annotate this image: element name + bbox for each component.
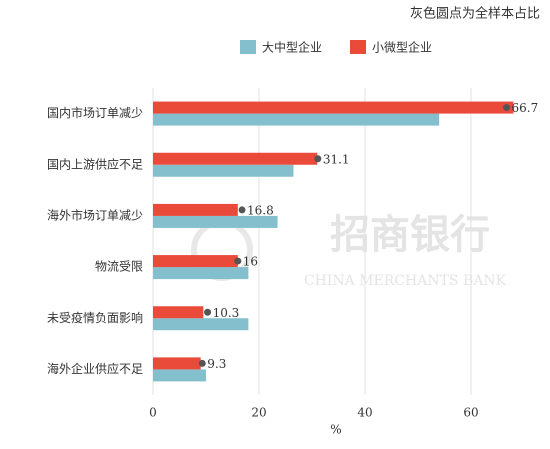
legend-label: 大中型企业 (262, 40, 322, 55)
value-label: 9.3 (207, 357, 226, 371)
value-label: 10.3 (213, 306, 240, 320)
bar (153, 203, 238, 216)
y-tick-label: 海外企业供应不足 (47, 361, 143, 376)
bar (153, 113, 440, 126)
bar (153, 255, 238, 268)
x-tick-label: 20 (251, 406, 266, 420)
overall-dot (314, 155, 322, 163)
overall-dot (238, 206, 246, 214)
bar (153, 152, 318, 165)
x-tick-label: 0 (149, 406, 157, 420)
y-tick-label: 物流受限 (95, 260, 143, 274)
legend-swatch (240, 40, 256, 54)
bar (153, 267, 249, 280)
x-tick-label: 40 (357, 406, 372, 420)
overall-dot (503, 104, 511, 112)
value-label: 16.8 (247, 203, 274, 217)
overall-dot (234, 257, 242, 265)
value-label: 16 (243, 255, 258, 269)
legend-label: 小微型企业 (372, 40, 432, 55)
bar (153, 318, 249, 331)
value-label: 66.7 (512, 101, 539, 115)
legend-swatch (350, 40, 366, 54)
bar (153, 369, 206, 382)
chart-note: 灰色圆点为全样本占比 (410, 6, 540, 22)
y-tick-label: 未受疫情负面影响 (47, 310, 143, 325)
y-tick-label: 国内上游供应不足 (47, 156, 143, 171)
overall-dot (198, 359, 206, 367)
bar (153, 357, 201, 370)
y-tick-label: 国内市场订单减少 (47, 105, 143, 120)
bar (153, 306, 204, 319)
overall-dot (204, 308, 212, 316)
bar (153, 164, 294, 177)
watermark-sub: CHINA MERCHANTS BANK (304, 273, 507, 289)
bar (153, 215, 278, 228)
bar (153, 101, 514, 114)
x-tick-label: 60 (463, 406, 478, 420)
watermark: 招商银行 (330, 211, 490, 258)
x-axis-label: % (330, 423, 341, 437)
value-label: 31.1 (323, 152, 350, 166)
y-tick-label: 海外市场订单减少 (47, 207, 143, 222)
